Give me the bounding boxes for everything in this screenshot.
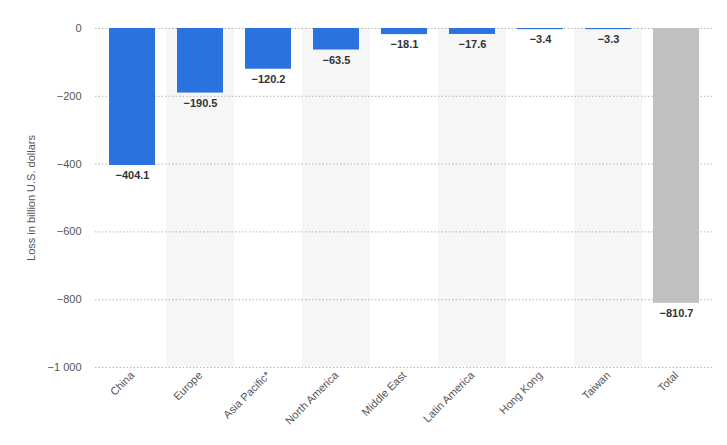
svg-text:Middle East: Middle East [359, 369, 408, 418]
svg-text:−120.2: −120.2 [252, 73, 286, 85]
svg-text:−1 000: −1 000 [48, 361, 82, 373]
svg-text:−63.5: −63.5 [323, 54, 351, 66]
svg-text:−17.6: −17.6 [459, 38, 487, 50]
svg-text:−3.3: −3.3 [598, 33, 620, 45]
svg-text:−400: −400 [57, 158, 82, 170]
svg-text:Hong Kong: Hong Kong [497, 369, 544, 416]
svg-text:Europe: Europe [171, 369, 205, 403]
svg-text:Asia Pacific*: Asia Pacific* [221, 368, 273, 420]
svg-text:−3.4: −3.4 [530, 33, 553, 45]
svg-text:Loss in billion U.S. dollars: Loss in billion U.S. dollars [25, 135, 37, 261]
svg-text:−810.7: −810.7 [660, 307, 694, 319]
svg-text:Taiwan: Taiwan [580, 369, 613, 402]
svg-text:−190.5: −190.5 [184, 97, 218, 109]
svg-text:Latin America: Latin America [421, 368, 477, 424]
svg-text:−600: −600 [57, 225, 82, 237]
svg-text:−404.1: −404.1 [116, 169, 150, 181]
svg-text:−18.1: −18.1 [391, 38, 419, 50]
svg-text:−800: −800 [57, 293, 82, 305]
svg-text:−200: −200 [57, 90, 82, 102]
svg-text:China: China [108, 368, 137, 397]
svg-text:0: 0 [75, 22, 81, 34]
svg-text:North America: North America [283, 368, 341, 426]
svg-text:Total: Total [655, 369, 680, 394]
